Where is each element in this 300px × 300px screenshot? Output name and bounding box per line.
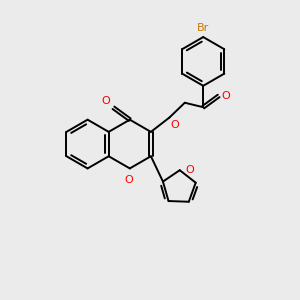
Text: O: O: [171, 120, 180, 130]
Text: O: O: [102, 96, 110, 106]
Text: O: O: [185, 165, 194, 175]
Text: Br: Br: [197, 23, 209, 33]
Text: O: O: [222, 91, 230, 101]
Text: O: O: [124, 175, 133, 185]
